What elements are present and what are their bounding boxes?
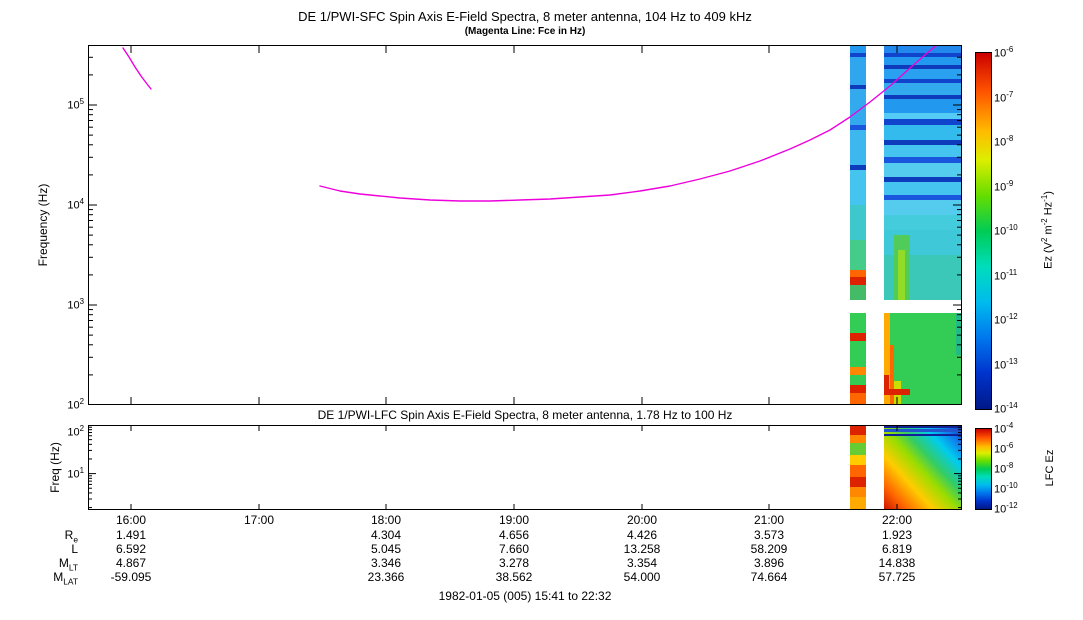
- ephemeris-value: 5.045: [370, 542, 402, 556]
- ephemeris-value: 38.562: [495, 570, 533, 584]
- main-title: DE 1/PWI-SFC Spin Axis E-Field Spectra, …: [298, 9, 752, 24]
- sfc-colorbar-tick-label: 10-11: [994, 267, 1018, 283]
- sfc-axes: [88, 45, 962, 405]
- time-tick-label: 18:00: [370, 513, 402, 527]
- time-tick-label: 16:00: [115, 513, 147, 527]
- ephemeris-value: 4.304: [370, 528, 402, 542]
- ephemeris-row-label: L: [71, 542, 78, 556]
- time-tick-label: 21:00: [753, 513, 785, 527]
- sfc-colorbar-tick-label: 10-12: [994, 312, 1018, 327]
- ephemeris-value: 1.491: [115, 528, 147, 542]
- lfc-spectrogram: [850, 425, 962, 510]
- ephemeris-value: 13.258: [623, 542, 661, 556]
- sfc-colorbar-tick-label: 10-9: [994, 178, 1014, 194]
- sfc-spectrogram: [850, 45, 962, 405]
- ephemeris-value: 3.278: [498, 556, 530, 570]
- ephemeris-value: 3.896: [753, 556, 785, 570]
- lfc-title: DE 1/PWI-LFC Spin Axis E-Field Spectra, …: [317, 408, 733, 422]
- ephemeris-value: 14.838: [878, 556, 916, 570]
- ephemeris-value: 58.209: [750, 542, 788, 556]
- time-tick-label: 19:00: [498, 513, 530, 527]
- lfc-colorbar-tick-label: 10-4: [994, 421, 1014, 436]
- lfc-colorbar-tick-label: 10-12: [994, 501, 1018, 516]
- ephemeris-value: 54.000: [623, 570, 661, 584]
- ephemeris-value: 57.725: [878, 570, 916, 584]
- ephemeris-value: 4.426: [626, 528, 658, 542]
- lfc-plot-svg: [88, 425, 962, 510]
- sfc-colorbar-tick-label: 10-6: [994, 45, 1014, 60]
- ephemeris-value: 3.354: [626, 556, 658, 570]
- sfc-colorbar: [975, 52, 992, 410]
- ephemeris-value: 3.346: [370, 556, 402, 570]
- time-tick-label: 22:00: [881, 513, 913, 527]
- lfc-ytick-label: 102: [67, 424, 84, 439]
- lfc-colorbar-tick-label: 10-6: [994, 441, 1014, 456]
- sfc-plot-svg: [88, 45, 962, 405]
- sfc-ytick-label: 105: [67, 97, 84, 112]
- ephemeris-value: 7.660: [498, 542, 530, 556]
- sfc-colorbar-tick-label: 10-14: [994, 401, 1018, 416]
- ephemeris-value: 4.867: [115, 556, 147, 570]
- ephemeris-value: 23.366: [367, 570, 405, 584]
- fce-line: [122, 45, 938, 202]
- ephemeris-row-label: MLAT: [53, 570, 78, 587]
- ephemeris-value: 4.656: [498, 528, 530, 542]
- ephemeris-value: 74.664: [750, 570, 788, 584]
- sfc-colorbar-tick-label: 10-8: [994, 134, 1014, 149]
- lfc-ytick-label: 101: [67, 466, 84, 481]
- sfc-colorbar-tick-label: 10-13: [994, 356, 1018, 372]
- sfc-ytick-label: 104: [67, 197, 84, 212]
- sfc-ytick-label: 103: [67, 297, 84, 312]
- ephemeris-value: 6.592: [115, 542, 147, 556]
- ephemeris-value: 3.573: [753, 528, 785, 542]
- lfc-axes: [88, 425, 962, 510]
- lfc-colorbar: [975, 428, 992, 510]
- sfc-colorbar-label: Ez (V2 m-2 Hz-1): [1040, 191, 1055, 269]
- lfc-colorbar-label: LFC Ez: [1044, 449, 1056, 487]
- time-tick-label: 17:00: [243, 513, 275, 527]
- main-subtitle: (Magenta Line: Fce in Hz): [464, 26, 586, 37]
- time-tick-label: 20:00: [626, 513, 658, 527]
- ephemeris-row-label: Re: [64, 528, 78, 545]
- lfc-colorbar-tick-label: 10-10: [994, 481, 1018, 496]
- ephemeris-row-label: MLT: [58, 556, 78, 573]
- ephemeris-value: 6.819: [881, 542, 913, 556]
- ephemeris-value: -59.095: [110, 570, 152, 584]
- footer-caption: 1982-01-05 (005) 15:41 to 22:32: [438, 589, 612, 603]
- ephemeris-value: 1.923: [881, 528, 913, 542]
- lfc-colorbar-tick-label: 10-8: [994, 461, 1014, 476]
- sfc-ytick-label: 102: [67, 397, 84, 412]
- sfc-colorbar-tick-label: 10-7: [994, 89, 1014, 105]
- sfc-colorbar-tick-label: 10-10: [994, 223, 1018, 238]
